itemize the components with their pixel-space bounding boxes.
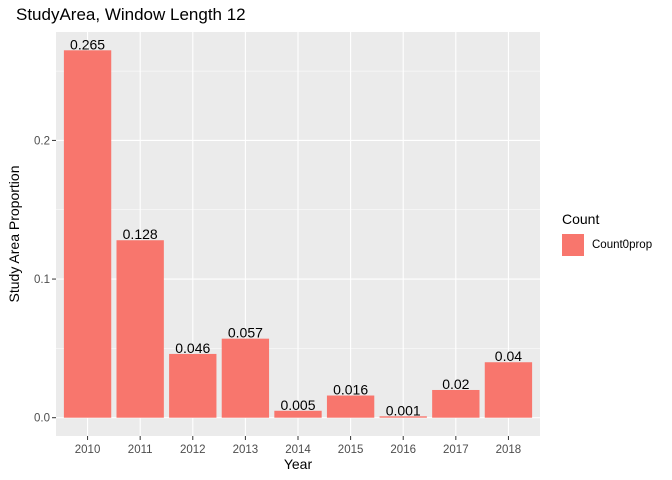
legend-title: Count bbox=[562, 211, 652, 227]
x-tick-label: 2013 bbox=[233, 444, 259, 456]
x-tick-label: 2016 bbox=[390, 444, 416, 456]
y-tick-label: 0.0 bbox=[34, 413, 50, 425]
x-axis: 2010 2011 2012 2013 2014 2015 2016 2017 2018 bbox=[75, 436, 521, 456]
data-label-2017: 0.02 bbox=[442, 376, 469, 392]
x-tick-label: 2015 bbox=[338, 444, 364, 456]
data-label-2012: 0.046 bbox=[175, 340, 210, 356]
legend: Count Count0prop bbox=[562, 211, 652, 256]
data-label-2018: 0.04 bbox=[495, 348, 522, 364]
legend-label: Count0prop bbox=[592, 239, 652, 251]
x-axis-title: Year bbox=[284, 456, 313, 472]
x-tick-label: 2011 bbox=[128, 444, 153, 456]
bar-2018 bbox=[485, 362, 532, 417]
y-tick-label: 0.2 bbox=[34, 135, 50, 147]
data-label-2013: 0.057 bbox=[228, 325, 263, 341]
bar-2015 bbox=[327, 396, 374, 418]
x-tick-label: 2010 bbox=[75, 444, 101, 456]
data-label-2015: 0.016 bbox=[333, 382, 368, 398]
legend-color-swatch bbox=[562, 234, 584, 256]
x-tick-label: 2012 bbox=[180, 444, 206, 456]
bar-2013 bbox=[222, 339, 269, 418]
x-tick-label: 2018 bbox=[496, 444, 522, 456]
y-axis-title: Study Area Proportion bbox=[6, 166, 22, 303]
data-label-2014: 0.005 bbox=[280, 397, 315, 413]
data-label-2016: 0.001 bbox=[386, 402, 421, 418]
data-label-2010: 0.265 bbox=[70, 36, 105, 52]
bar-2017 bbox=[432, 390, 479, 418]
x-tick-label: 2014 bbox=[285, 444, 311, 456]
x-tick-label: 2017 bbox=[443, 444, 469, 456]
bar-2010 bbox=[64, 50, 111, 417]
bar-2012 bbox=[169, 354, 216, 418]
y-tick-label: 0.1 bbox=[34, 274, 50, 286]
legend-item: Count0prop bbox=[562, 234, 652, 256]
data-label-2011: 0.128 bbox=[123, 226, 158, 242]
bar-2011 bbox=[117, 240, 164, 417]
y-axis: 0.0 0.1 0.2 bbox=[34, 135, 56, 424]
